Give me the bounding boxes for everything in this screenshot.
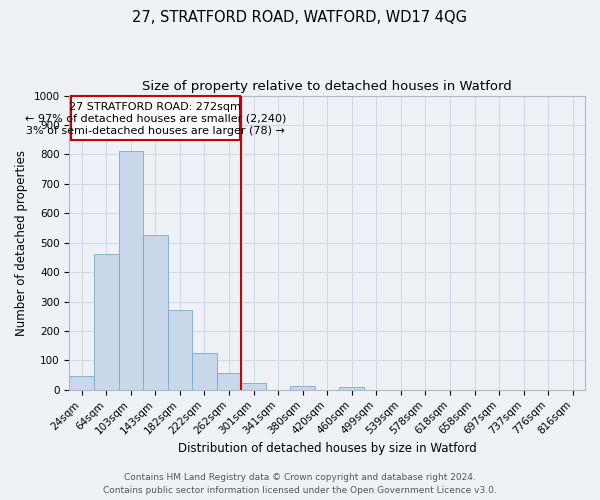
Bar xyxy=(217,373,241,390)
Bar xyxy=(70,376,94,390)
Bar xyxy=(241,384,266,390)
Bar xyxy=(94,254,119,390)
Bar xyxy=(143,236,167,390)
Bar xyxy=(290,386,315,390)
Text: 27 STRATFORD ROAD: 272sqm: 27 STRATFORD ROAD: 272sqm xyxy=(70,102,241,112)
Bar xyxy=(340,387,364,390)
Text: Contains HM Land Registry data © Crown copyright and database right 2024.
Contai: Contains HM Land Registry data © Crown c… xyxy=(103,474,497,495)
X-axis label: Distribution of detached houses by size in Watford: Distribution of detached houses by size … xyxy=(178,442,476,455)
Text: 27, STRATFORD ROAD, WATFORD, WD17 4QG: 27, STRATFORD ROAD, WATFORD, WD17 4QG xyxy=(133,10,467,25)
FancyBboxPatch shape xyxy=(71,96,240,140)
Bar xyxy=(192,353,217,390)
Y-axis label: Number of detached properties: Number of detached properties xyxy=(15,150,28,336)
Text: 3% of semi-detached houses are larger (78) →: 3% of semi-detached houses are larger (7… xyxy=(26,126,285,136)
Bar xyxy=(119,152,143,390)
Text: ← 97% of detached houses are smaller (2,240): ← 97% of detached houses are smaller (2,… xyxy=(25,114,286,124)
Bar xyxy=(167,310,192,390)
Title: Size of property relative to detached houses in Watford: Size of property relative to detached ho… xyxy=(142,80,512,93)
